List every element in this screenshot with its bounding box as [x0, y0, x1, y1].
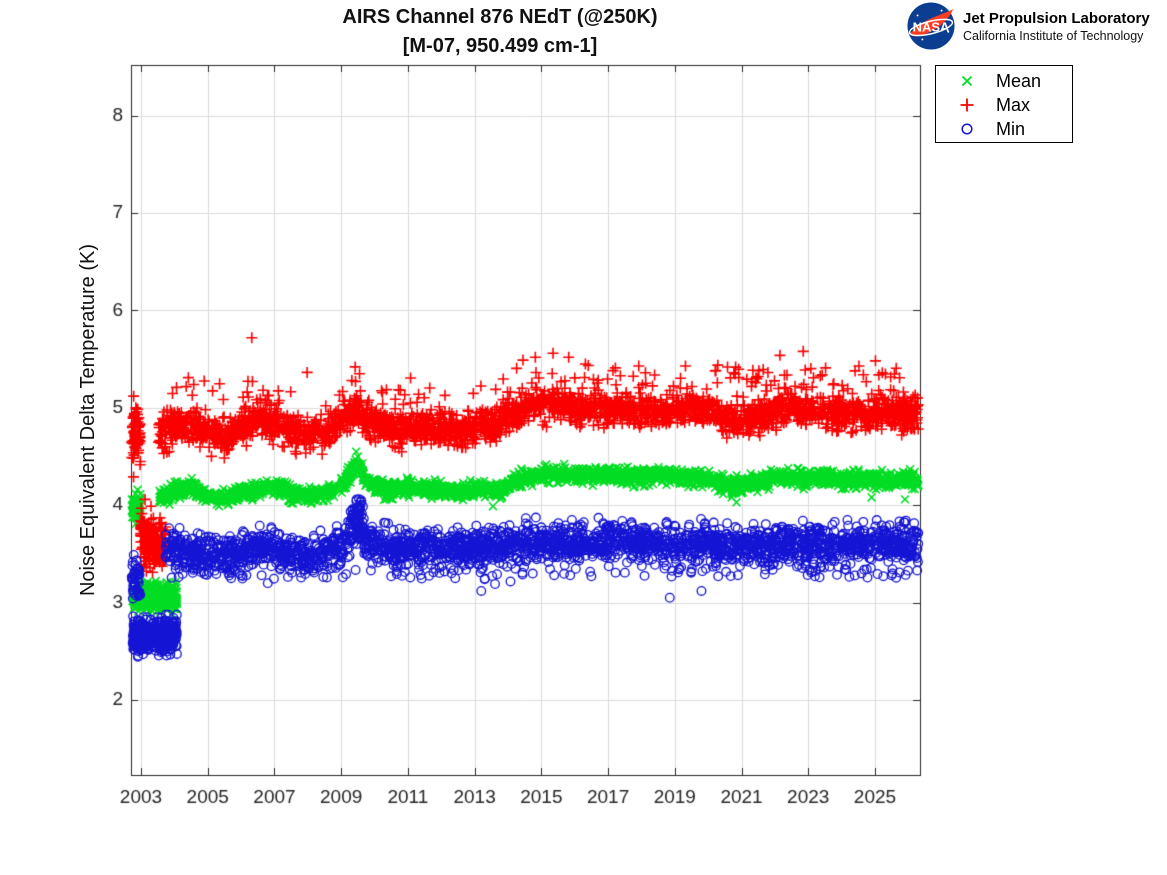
legend-mean-x-icon: [956, 72, 978, 90]
brand-text: Jet Propulsion Laboratory California Ins…: [963, 9, 1150, 44]
legend-min-circle-icon: [956, 120, 978, 138]
brand-header: NASA Jet Propulsion Laboratory Californi…: [907, 2, 1150, 50]
nasa-logo-text: NASA: [913, 19, 950, 34]
legend-row-max: Max: [936, 93, 1072, 117]
nasa-meatball-icon: NASA: [907, 2, 955, 50]
legend: Mean Max Min: [935, 65, 1073, 143]
org-name: Jet Propulsion Laboratory: [963, 9, 1150, 27]
legend-row-min: Min: [936, 117, 1072, 141]
legend-min-label: Min: [996, 118, 1026, 139]
chart-title: AIRS Channel 876 NEdT (@250K): [342, 6, 658, 28]
org-subtitle: California Institute of Technology: [963, 28, 1144, 43]
chart-title-block: AIRS Channel 876 NEdT (@250K) [M-07, 950…: [100, 3, 900, 61]
legend-mean-label: Mean: [996, 70, 1042, 91]
legend-max-label: Max: [996, 94, 1031, 115]
y-axis-label: Noise Equivalent Delta Temperature (K): [77, 243, 99, 597]
legend-row-mean: Mean: [936, 69, 1072, 93]
legend-max-plus-icon: [956, 96, 978, 114]
chart-subtitle: [M-07, 950.499 cm-1]: [402, 35, 598, 57]
